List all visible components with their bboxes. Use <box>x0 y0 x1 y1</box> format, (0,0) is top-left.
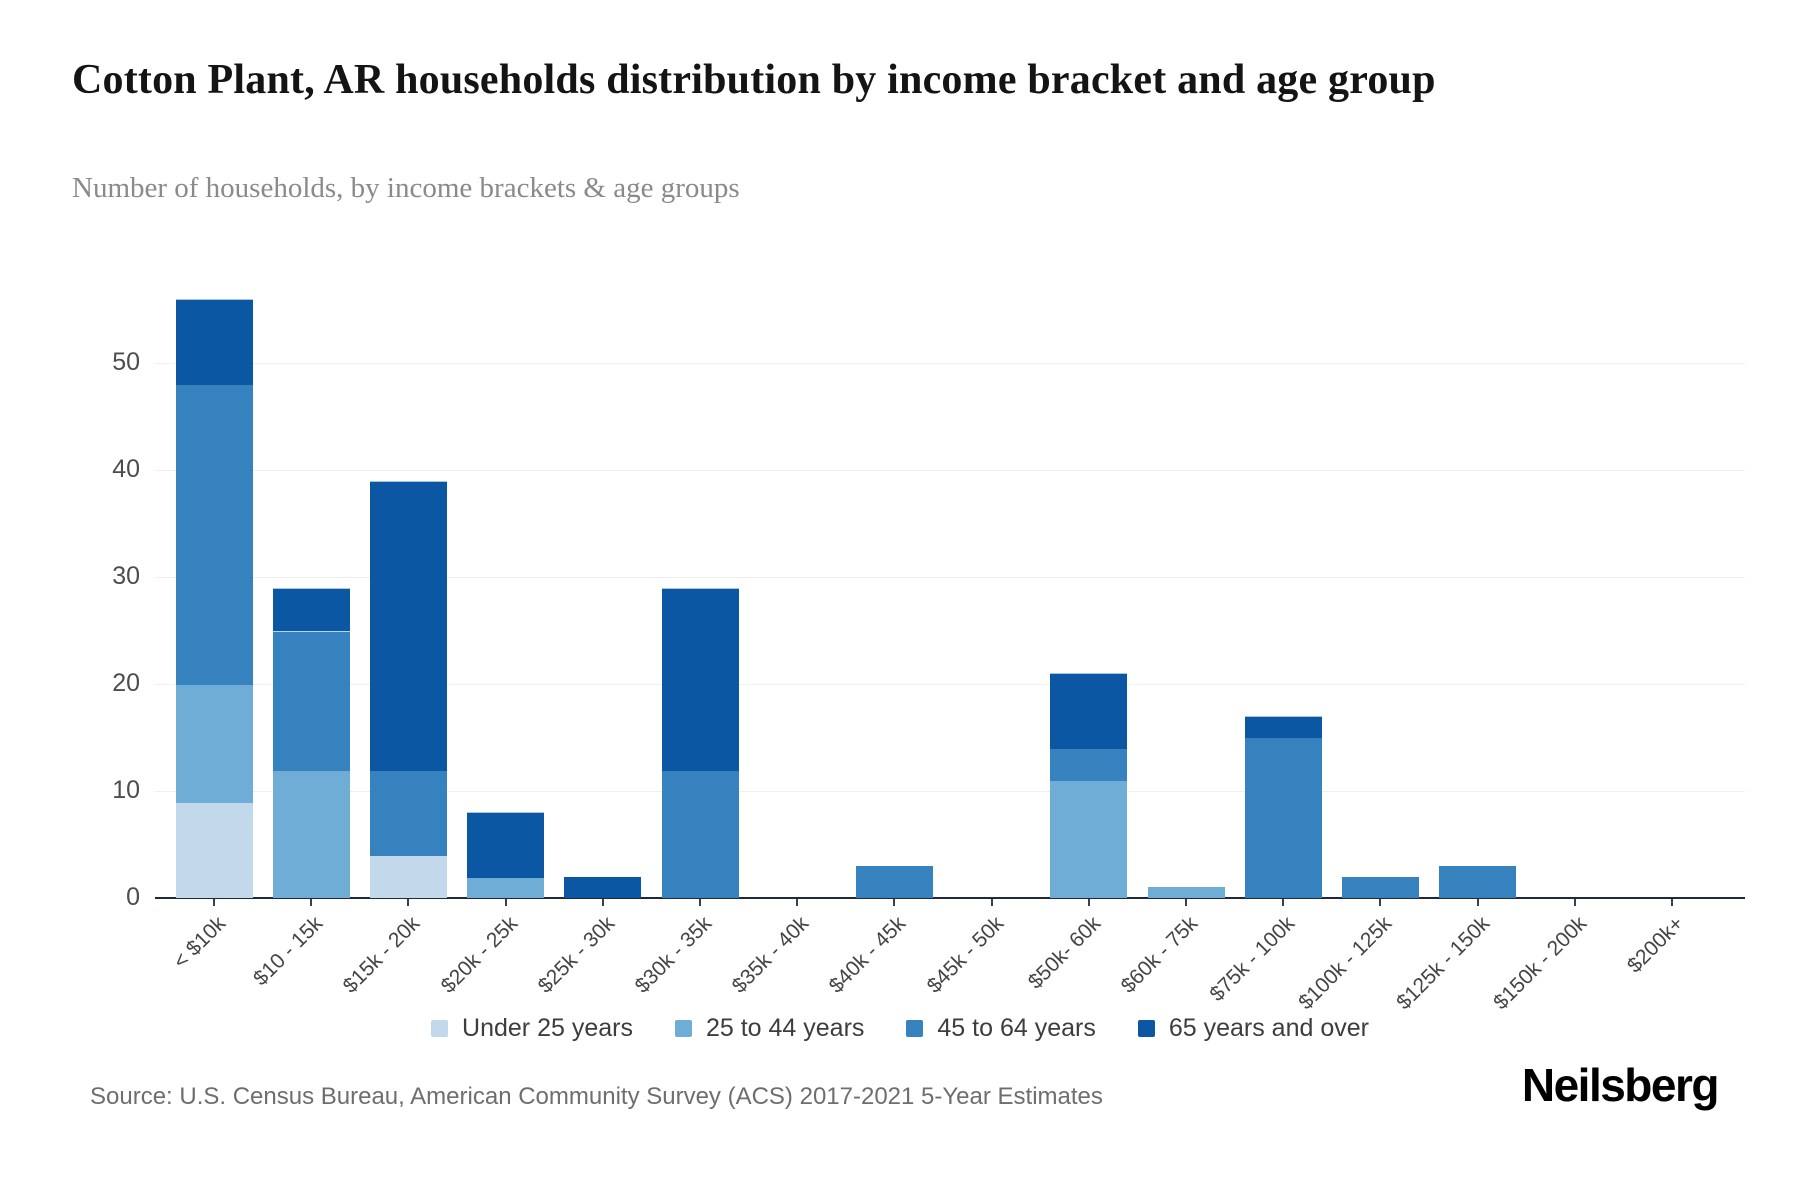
bar-segment-65-years-and-over[interactable] <box>175 298 253 386</box>
x-axis-tick <box>699 899 701 906</box>
legend-label: 45 to 64 years <box>937 1014 1096 1042</box>
bar-segment-under-25-years[interactable] <box>369 855 447 898</box>
bar-segment-65-years-and-over[interactable] <box>272 587 350 632</box>
legend-label: 25 to 44 years <box>705 1014 865 1042</box>
legend-label: 65 years and over <box>1168 1014 1369 1042</box>
x-axis-tick <box>990 899 993 906</box>
y-axis-tick-label: 0 <box>126 883 140 911</box>
bar-segment-45-to-64-years[interactable] <box>855 865 933 898</box>
gridline-50 <box>155 363 1745 364</box>
chart-subtitle: Number of households, by income brackets… <box>72 172 740 204</box>
legend-swatch-icon <box>1137 1020 1155 1037</box>
x-axis-tick <box>504 899 507 906</box>
bar-segment-25-to-44-years[interactable] <box>467 876 545 898</box>
source-note: Source: U.S. Census Bureau, American Com… <box>90 1083 1103 1110</box>
x-axis-tick <box>1087 899 1090 906</box>
bar-segment-45-to-64-years[interactable] <box>1341 876 1419 898</box>
bar-segment-25-to-44-years[interactable] <box>175 684 253 803</box>
x-axis-tick <box>407 899 410 906</box>
y-axis-tick-label: 30 <box>112 562 140 590</box>
bar-segment-65-years-and-over[interactable] <box>1244 716 1322 739</box>
y-axis-tick-label: 20 <box>112 669 140 697</box>
legend-swatch-icon <box>906 1020 924 1037</box>
bar-segment-45-to-64-years[interactable] <box>1439 865 1517 898</box>
legend-label: Under 25 years <box>462 1014 633 1042</box>
bar-segment-45-to-64-years[interactable] <box>175 384 253 685</box>
x-axis-tick <box>1671 899 1673 906</box>
bar-segment-65-years-and-over[interactable] <box>369 480 447 771</box>
x-axis-tick <box>893 899 896 906</box>
legend-item-65-years-and-over[interactable]: 65 years and over <box>1137 1014 1369 1043</box>
bar-segment-45-to-64-years[interactable] <box>369 769 447 857</box>
gridline-30 <box>155 577 1745 578</box>
y-axis-tick-label: 40 <box>112 455 140 483</box>
chart-title: Cotton Plant, AR households distribution… <box>72 57 1436 103</box>
bar-segment-65-years-and-over[interactable] <box>1050 673 1128 750</box>
bar-segment-45-to-64-years[interactable] <box>1244 737 1322 898</box>
legend-swatch-icon <box>431 1020 449 1037</box>
x-axis-line <box>155 897 1745 899</box>
x-axis-tick <box>1282 899 1285 906</box>
x-axis-tick <box>1476 899 1479 906</box>
bar-segment-65-years-and-over[interactable] <box>661 587 739 771</box>
x-axis-tick <box>1379 899 1382 906</box>
y-axis-tick-label: 10 <box>112 776 140 804</box>
bar-segment-25-to-44-years[interactable] <box>1147 887 1225 898</box>
bar-segment-65-years-and-over[interactable] <box>467 812 545 878</box>
bar-segment-45-to-64-years[interactable] <box>1050 748 1128 782</box>
chart-legend: Under 25 years 25 to 44 years 45 to 64 yea… <box>0 1014 1800 1043</box>
bar-segment-45-to-64-years[interactable] <box>661 769 739 898</box>
bar-segment-under-25-years[interactable] <box>175 801 253 898</box>
legend-swatch-icon <box>674 1020 692 1037</box>
neilsberg-logo: Neilsberg <box>1521 1059 1720 1111</box>
x-axis-tick <box>310 899 313 906</box>
x-axis-tick <box>796 899 799 906</box>
legend-item-25-to-44-years[interactable]: 25 to 44 years <box>674 1014 865 1043</box>
y-axis-tick-label: 50 <box>112 348 140 376</box>
gridline-20 <box>155 684 1745 685</box>
bar-segment-45-to-64-years[interactable] <box>272 630 350 771</box>
gridline-40 <box>155 470 1745 471</box>
x-axis-tick <box>601 899 604 906</box>
legend-item-45-to-64-years[interactable]: 45 to 64 years <box>906 1014 1096 1043</box>
x-axis-tick <box>1573 899 1576 906</box>
gridline-10 <box>155 791 1745 792</box>
legend-item-under-25-years[interactable]: Under 25 years <box>431 1014 633 1043</box>
bar-segment-65-years-and-over[interactable] <box>564 876 642 898</box>
x-axis-tick <box>1185 899 1187 906</box>
x-axis-tick <box>213 899 215 906</box>
bar-segment-25-to-44-years[interactable] <box>272 769 350 898</box>
bar-segment-25-to-44-years[interactable] <box>1050 780 1128 898</box>
